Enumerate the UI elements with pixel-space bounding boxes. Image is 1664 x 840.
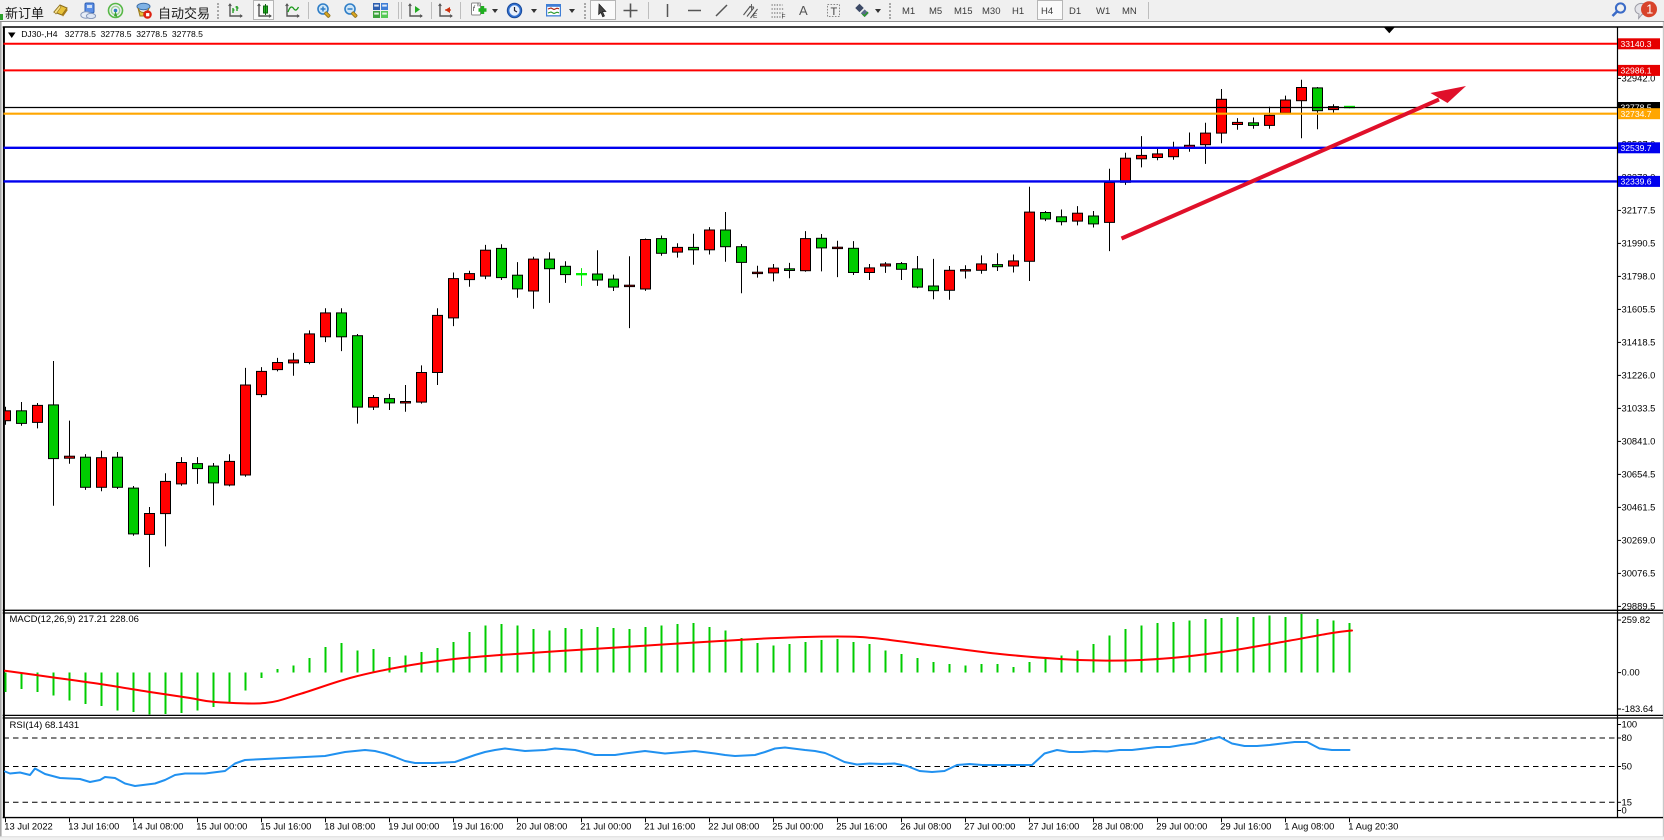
svg-text:f: f (473, 6, 476, 13)
svg-text:30269.0: 30269.0 (1622, 535, 1656, 546)
svg-text:0: 0 (1622, 805, 1627, 816)
svg-text:100: 100 (1622, 719, 1638, 730)
svg-text:32986.1: 32986.1 (1621, 66, 1652, 76)
svg-text:33140.3: 33140.3 (1621, 39, 1652, 49)
svg-text:32778.5: 32778.5 (136, 29, 167, 39)
svg-text:30461.5: 30461.5 (1622, 502, 1656, 513)
svg-text:31226.0: 31226.0 (1622, 370, 1656, 381)
svg-text:25 Jul 00:00: 25 Jul 00:00 (772, 821, 823, 832)
svg-text:15: 15 (1622, 796, 1632, 807)
svg-text:27 Jul 16:00: 27 Jul 16:00 (1028, 821, 1079, 832)
svg-text:26 Jul 08:00: 26 Jul 08:00 (900, 821, 951, 832)
svg-text:21 Jul 16:00: 21 Jul 16:00 (644, 821, 695, 832)
svg-text:31033.5: 31033.5 (1622, 403, 1656, 414)
svg-text:80: 80 (1622, 732, 1632, 743)
svg-text:29 Jul 00:00: 29 Jul 00:00 (1156, 821, 1207, 832)
svg-text:RSI(14) 68.1431: RSI(14) 68.1431 (10, 720, 80, 731)
svg-text:259.82: 259.82 (1622, 614, 1651, 625)
svg-text:19 Jul 16:00: 19 Jul 16:00 (452, 821, 503, 832)
svg-text:32778.5: 32778.5 (172, 29, 203, 39)
svg-text:50: 50 (1622, 761, 1632, 772)
svg-text:32734.7: 32734.7 (1621, 109, 1652, 119)
svg-text:T: T (831, 6, 838, 18)
svg-text:14 Jul 08:00: 14 Jul 08:00 (132, 821, 183, 832)
svg-text:31418.5: 31418.5 (1622, 337, 1656, 348)
svg-text:31605.5: 31605.5 (1622, 304, 1656, 315)
svg-text:-183.64: -183.64 (1622, 703, 1654, 714)
svg-text:0.00: 0.00 (1622, 667, 1640, 678)
svg-text:32778.5: 32778.5 (101, 29, 132, 39)
svg-text:32177.5: 32177.5 (1622, 205, 1656, 216)
svg-text:32778.5: 32778.5 (1621, 103, 1652, 113)
svg-text:MACD(12,26,9) 217.21 228.06: MACD(12,26,9) 217.21 228.06 (10, 614, 139, 625)
svg-text:31990.5: 31990.5 (1622, 238, 1656, 249)
svg-text:15 Jul 00:00: 15 Jul 00:00 (196, 821, 247, 832)
svg-text:13 Jul 16:00: 13 Jul 16:00 (68, 821, 119, 832)
svg-text:30841.0: 30841.0 (1622, 436, 1656, 447)
svg-text:29 Jul 16:00: 29 Jul 16:00 (1220, 821, 1271, 832)
svg-text:32539.7: 32539.7 (1621, 143, 1652, 153)
svg-text:19 Jul 00:00: 19 Jul 00:00 (388, 821, 439, 832)
svg-text:32339.6: 32339.6 (1621, 177, 1652, 187)
svg-text:DJ30-,H4: DJ30-,H4 (21, 29, 58, 39)
svg-text:20 Jul 08:00: 20 Jul 08:00 (516, 821, 567, 832)
svg-text:1: 1 (1646, 3, 1653, 17)
svg-text:22 Jul 08:00: 22 Jul 08:00 (708, 821, 759, 832)
svg-text:32942.0: 32942.0 (1622, 73, 1656, 84)
svg-text:1 Aug 08:00: 1 Aug 08:00 (1284, 821, 1334, 832)
svg-text:E: E (753, 13, 758, 19)
svg-text:21 Jul 00:00: 21 Jul 00:00 (580, 821, 631, 832)
svg-text:30076.5: 30076.5 (1622, 568, 1656, 579)
svg-text:32778.5: 32778.5 (65, 29, 96, 39)
svg-text:F: F (782, 14, 786, 20)
svg-text:18 Jul 08:00: 18 Jul 08:00 (324, 821, 375, 832)
svg-text:30654.5: 30654.5 (1622, 469, 1656, 480)
svg-text:29889.5: 29889.5 (1622, 601, 1656, 612)
svg-text:15 Jul 16:00: 15 Jul 16:00 (260, 821, 311, 832)
svg-text:1 Aug 20:30: 1 Aug 20:30 (1348, 821, 1398, 832)
svg-text:31798.0: 31798.0 (1622, 271, 1656, 282)
svg-text:28 Jul 08:00: 28 Jul 08:00 (1092, 821, 1143, 832)
svg-text:13 Jul 2022: 13 Jul 2022 (4, 821, 52, 832)
svg-text:25 Jul 16:00: 25 Jul 16:00 (836, 821, 887, 832)
svg-text:27 Jul 00:00: 27 Jul 00:00 (964, 821, 1015, 832)
